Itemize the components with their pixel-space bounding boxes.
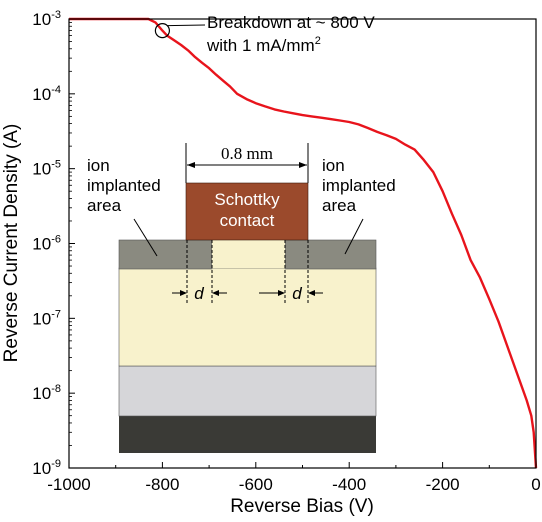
width-arrowhead <box>187 162 195 168</box>
width-arrowhead <box>299 162 307 168</box>
left-area-label: area <box>87 196 122 215</box>
x-tick-label: -800 <box>145 475 179 494</box>
d-arrowhead <box>278 290 285 296</box>
y-tick-label: 10-6 <box>32 234 61 254</box>
breakdown-annotation: Breakdown at ~ 800 V with 1 mA/mm2 <box>154 13 375 55</box>
y-tick-label: 10-7 <box>32 308 61 328</box>
implant-right <box>284 239 377 270</box>
x-tick-label: -400 <box>332 475 366 494</box>
d-arrowhead <box>308 290 315 296</box>
y-tick-label: 10-8 <box>32 383 61 403</box>
breakdown-text-line2: with 1 mA/mm2 <box>206 35 321 55</box>
x-tick-label: -600 <box>239 475 273 494</box>
right-area-label: implanted <box>322 176 396 195</box>
y-tick-label: 10-9 <box>32 458 61 478</box>
right-area-label: ion <box>322 156 345 175</box>
buffer-layer <box>118 365 377 417</box>
width-label: 0.8 mm <box>221 144 273 163</box>
breakdown-pointer <box>167 24 206 27</box>
x-axis: -1000 -800 -600 -400 -200 0 <box>47 462 541 494</box>
right-area-label: area <box>322 196 357 215</box>
d-arrowhead <box>180 290 187 296</box>
right-area-pointer <box>344 218 364 255</box>
schottky-contact <box>185 182 309 241</box>
y-tick-label: 10-4 <box>32 84 61 104</box>
left-area-label: implanted <box>87 176 161 195</box>
implant-left <box>118 239 213 270</box>
contact-label-line1: Schottky <box>214 190 280 209</box>
y-axis-label: Reverse Current Density (A) <box>1 124 22 363</box>
series-group <box>69 17 538 469</box>
y-tick-label: 10-3 <box>32 9 61 29</box>
d-arrowhead <box>212 290 219 296</box>
left-area-pointer <box>133 218 158 257</box>
breakdown-marker <box>154 22 170 39</box>
x-axis-label: Reverse Bias (V) <box>230 496 374 517</box>
y-tick-label: 10-5 <box>32 159 61 179</box>
drift-layer <box>118 267 377 367</box>
contact-label-line2: contact <box>220 211 275 230</box>
y-axis: 10-3 10-4 10-5 10-6 10-7 10-8 10-9 <box>32 9 75 478</box>
d-label-right: d <box>292 284 302 303</box>
substrate-layer <box>119 416 376 453</box>
x-tick-label: 0 <box>531 475 540 494</box>
device-inset: d d 0.8 mm Schottky contact ion implante… <box>87 143 396 453</box>
left-area-label: ion <box>87 156 110 175</box>
series-line <box>69 17 538 469</box>
breakdown-text-line1: Breakdown at ~ 800 V <box>207 13 375 32</box>
x-tick-label: -1000 <box>47 475 90 494</box>
x-tick-label: -200 <box>426 475 460 494</box>
gap-fill <box>212 240 285 268</box>
d-label-left: d <box>194 284 204 303</box>
